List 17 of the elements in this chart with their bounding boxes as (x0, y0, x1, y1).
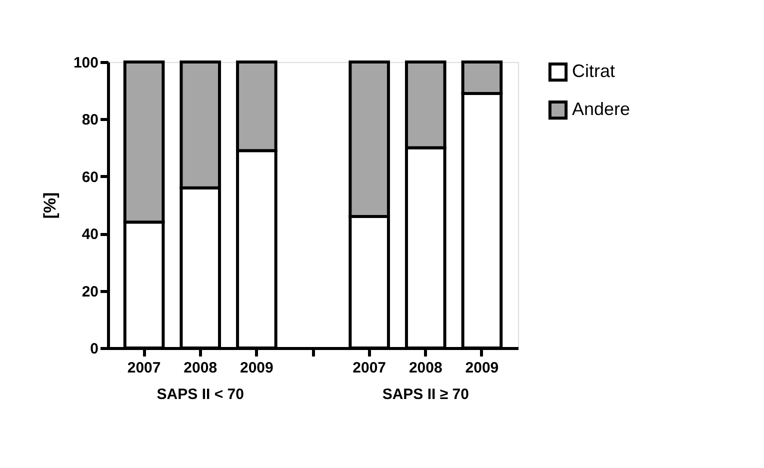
y-tick-label: 60 (82, 168, 98, 186)
x-tick-label: 2007 (352, 360, 386, 376)
x-tick-label: 2008 (408, 360, 442, 376)
x-tick-label: 2007 (127, 360, 161, 376)
legend-label: Citrat (572, 61, 616, 81)
y-axis-title: [%] (40, 192, 60, 219)
x-tick-label: 2009 (465, 360, 499, 376)
text: SAPS II < 70 (156, 386, 244, 403)
y-tick-label: 80 (82, 112, 98, 129)
y-tick-label: 0 (90, 340, 98, 358)
text: SAPS II ≥ 70 (382, 386, 469, 403)
x-tick-label: 2009 (240, 360, 274, 376)
y-tick-label: 100 (73, 54, 98, 72)
legend-label: Andere (572, 99, 630, 119)
y-tick-label: 40 (82, 226, 98, 244)
x-tick-label: 2008 (184, 360, 218, 376)
y-tick-label: 20 (82, 283, 98, 300)
